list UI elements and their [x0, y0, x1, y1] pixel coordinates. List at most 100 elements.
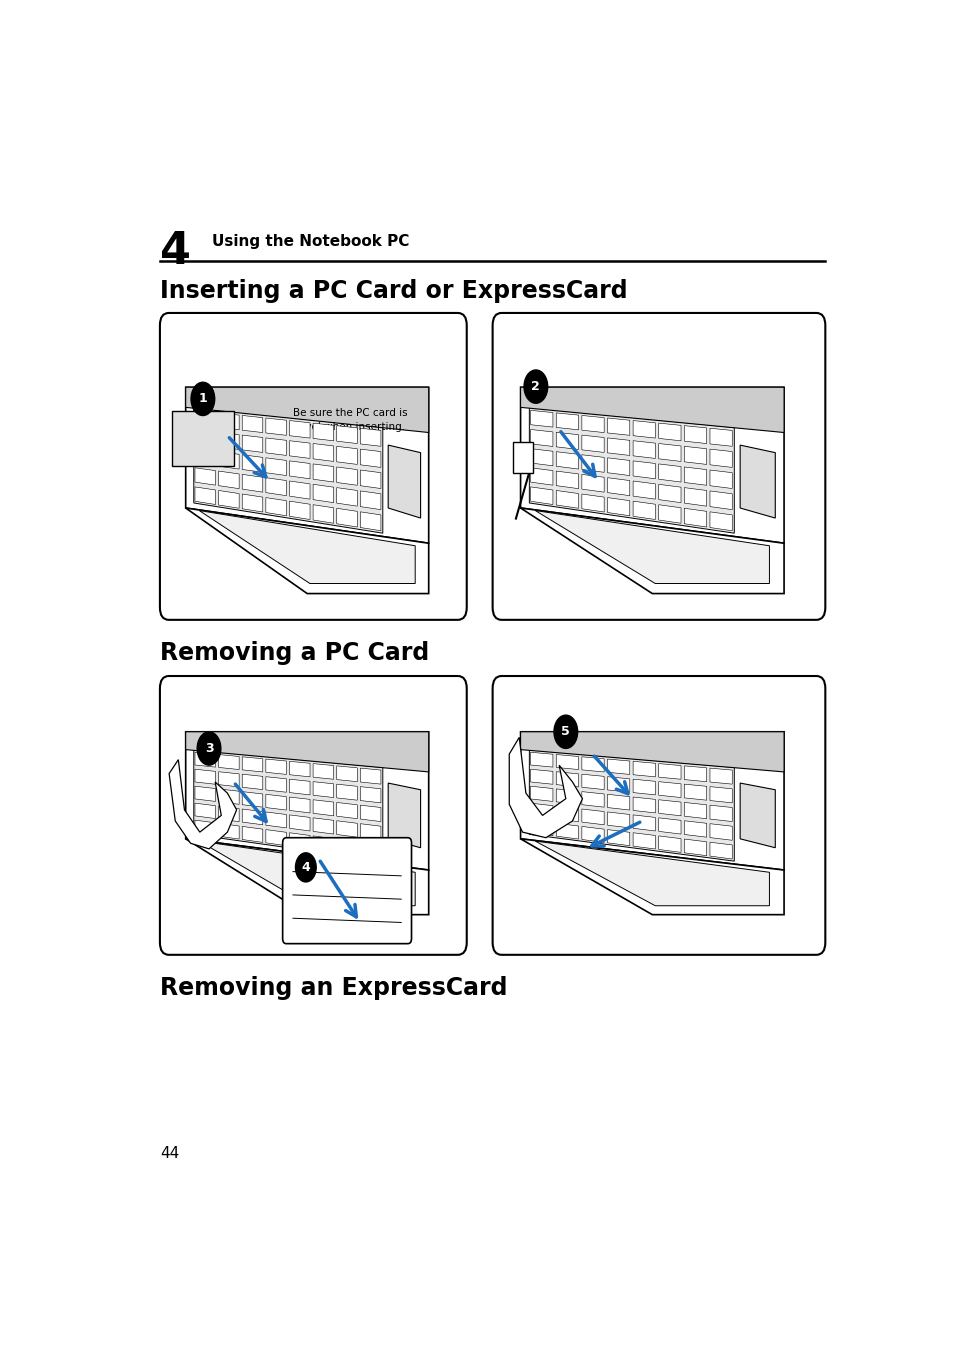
Polygon shape [607, 438, 629, 455]
Polygon shape [313, 817, 334, 834]
Polygon shape [218, 789, 239, 804]
Polygon shape [289, 780, 310, 794]
Text: Using the Notebook PC: Using the Notebook PC [212, 234, 409, 249]
FancyBboxPatch shape [492, 313, 824, 620]
Polygon shape [242, 494, 262, 512]
Polygon shape [530, 820, 553, 836]
Polygon shape [169, 759, 236, 848]
Polygon shape [633, 420, 655, 438]
Polygon shape [658, 484, 680, 503]
Polygon shape [194, 769, 215, 785]
Polygon shape [186, 388, 428, 432]
Polygon shape [520, 388, 783, 543]
FancyBboxPatch shape [160, 313, 466, 620]
Polygon shape [218, 490, 239, 508]
Polygon shape [360, 470, 380, 489]
Polygon shape [186, 508, 428, 593]
Polygon shape [313, 463, 334, 482]
Text: 4: 4 [160, 230, 191, 273]
Polygon shape [530, 753, 553, 767]
Polygon shape [266, 812, 286, 828]
Polygon shape [360, 449, 380, 467]
Polygon shape [388, 784, 420, 847]
Polygon shape [709, 428, 732, 446]
Polygon shape [289, 461, 310, 478]
Polygon shape [658, 836, 680, 852]
Polygon shape [266, 794, 286, 811]
Polygon shape [683, 766, 706, 782]
Polygon shape [218, 807, 239, 821]
Polygon shape [530, 769, 553, 785]
Polygon shape [336, 839, 357, 855]
Polygon shape [388, 444, 420, 517]
Polygon shape [266, 497, 286, 516]
Polygon shape [313, 763, 334, 780]
Polygon shape [658, 443, 680, 462]
Polygon shape [360, 786, 380, 802]
Polygon shape [740, 444, 775, 517]
Polygon shape [658, 463, 680, 482]
Polygon shape [313, 423, 334, 440]
Text: 2: 2 [531, 380, 539, 393]
Polygon shape [289, 832, 310, 848]
Polygon shape [336, 488, 357, 507]
Polygon shape [556, 490, 578, 508]
Circle shape [554, 715, 577, 748]
Polygon shape [289, 481, 310, 499]
Polygon shape [520, 732, 783, 771]
Polygon shape [194, 786, 215, 801]
Polygon shape [289, 420, 310, 438]
Polygon shape [658, 423, 680, 440]
Polygon shape [633, 481, 655, 499]
Polygon shape [360, 512, 380, 531]
Polygon shape [194, 430, 215, 446]
Polygon shape [556, 451, 578, 469]
FancyBboxPatch shape [160, 676, 466, 955]
Polygon shape [266, 438, 286, 455]
Polygon shape [607, 830, 629, 846]
Polygon shape [581, 416, 603, 432]
Polygon shape [581, 774, 603, 789]
Polygon shape [186, 732, 428, 771]
Polygon shape [242, 792, 262, 807]
Polygon shape [658, 505, 680, 523]
Polygon shape [520, 388, 783, 432]
Polygon shape [529, 750, 734, 861]
Circle shape [197, 732, 220, 765]
Polygon shape [607, 812, 629, 828]
Polygon shape [581, 455, 603, 473]
Polygon shape [683, 488, 706, 507]
Polygon shape [360, 769, 380, 784]
Polygon shape [607, 478, 629, 496]
Polygon shape [520, 732, 783, 870]
Polygon shape [186, 732, 428, 870]
Polygon shape [530, 786, 553, 801]
Polygon shape [581, 757, 603, 771]
Polygon shape [581, 809, 603, 824]
Polygon shape [194, 486, 215, 504]
Polygon shape [740, 784, 775, 847]
Polygon shape [266, 478, 286, 496]
Polygon shape [360, 842, 380, 859]
Polygon shape [535, 511, 769, 584]
Polygon shape [186, 388, 428, 543]
Circle shape [295, 852, 315, 882]
Polygon shape [218, 823, 239, 839]
Polygon shape [556, 807, 578, 821]
Polygon shape [530, 449, 553, 466]
Polygon shape [360, 805, 380, 821]
Polygon shape [530, 411, 553, 427]
Polygon shape [633, 832, 655, 848]
Polygon shape [709, 824, 732, 840]
Polygon shape [194, 449, 215, 466]
Polygon shape [266, 458, 286, 476]
Polygon shape [242, 416, 262, 432]
Polygon shape [607, 759, 629, 774]
Polygon shape [683, 508, 706, 527]
Polygon shape [218, 471, 239, 489]
Polygon shape [336, 446, 357, 465]
Polygon shape [360, 824, 380, 840]
Polygon shape [313, 800, 334, 816]
Polygon shape [360, 428, 380, 446]
Polygon shape [242, 774, 262, 789]
